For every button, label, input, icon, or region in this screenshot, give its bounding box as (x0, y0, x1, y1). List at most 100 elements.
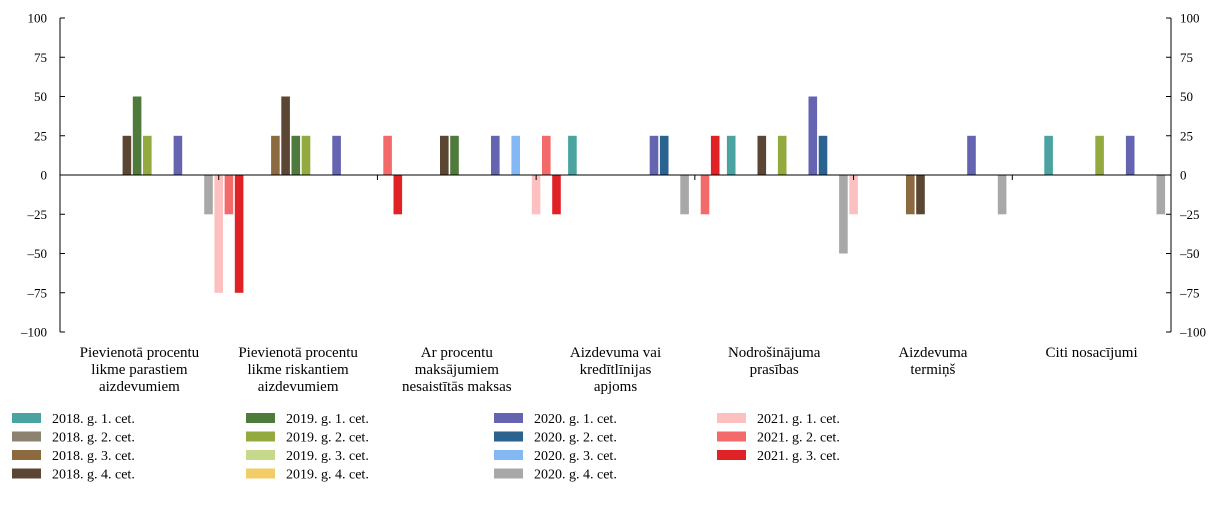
legend-swatch (717, 431, 746, 442)
legend-swatch (246, 431, 275, 442)
bar (440, 135, 449, 176)
legend-item: 2019. g. 2. cet. (246, 431, 369, 446)
legend-swatch (12, 413, 41, 423)
bar (849, 175, 858, 215)
legend-label: 2019. g. 3. cet. (286, 449, 369, 464)
bar (491, 135, 500, 176)
legend-item: 2021. g. 1. cet. (717, 412, 840, 427)
bar (291, 135, 301, 176)
bar (224, 175, 234, 215)
bar (1095, 135, 1104, 176)
y-tick-label-left: –75 (27, 285, 48, 300)
legend-label: 2020. g. 4. cet. (534, 468, 617, 483)
category-label-line: likme riskantiem (247, 362, 349, 378)
y-tick-label-left: 100 (28, 11, 48, 26)
legend-label: 2018. g. 1. cet. (52, 412, 135, 427)
bar (132, 96, 142, 175)
bar (808, 96, 818, 175)
category-label: Nodrošinājuma prasības (728, 345, 821, 378)
y-tick-label-left: –25 (27, 207, 48, 222)
y-tick-label-right: 25 (1180, 128, 1193, 143)
category-label-line: termiņš (910, 362, 955, 378)
category-label-line: aizdevumiem (99, 379, 180, 395)
legend-item: 2018. g. 1. cet. (12, 412, 135, 427)
y-tick-label-left: –50 (27, 246, 48, 261)
category-label: Pievienotā procentu likme parastiem aizdev… (80, 345, 200, 395)
y-tick-label-right: –75 (1179, 285, 1200, 300)
axes-layer (59, 17, 1172, 333)
legend-swatch (246, 450, 275, 460)
bar (997, 175, 1007, 215)
bar (511, 135, 520, 176)
bar (393, 175, 403, 215)
legend-swatch (12, 431, 41, 442)
legend-label: 2019. g. 2. cet. (286, 431, 369, 446)
bar (757, 135, 767, 176)
tick-labels-layer: 100 100 75 75 50 50 25 25 0 0 –25 –25 –50 –50 –75 –75 –1… (20, 11, 1206, 340)
legend-swatch (494, 468, 523, 479)
legend: 2018. g. 1. cet. 2018. g. 2. cet. 2018. g.… (12, 412, 840, 483)
category-label: Aizdevuma vai kredītlīnijas apjoms (570, 345, 661, 395)
legend-item: 2019. g. 4. cet. (246, 468, 369, 483)
category-label: Pievienotā procentu likme riskantiem aizde… (238, 345, 358, 395)
bar (542, 135, 551, 176)
legend-swatch (246, 413, 275, 423)
legend-label: 2018. g. 4. cet. (52, 468, 135, 483)
legend-item: 2020. g. 1. cet. (494, 412, 617, 427)
bar (726, 135, 736, 176)
legend-item: 2018. g. 3. cet. (12, 449, 135, 464)
legend-swatch (717, 413, 746, 423)
legend-item: 2019. g. 3. cet. (246, 449, 369, 464)
bar (659, 135, 669, 176)
bar (1125, 135, 1135, 176)
legend-label: 2018. g. 2. cet. (52, 431, 135, 446)
y-tick-label-left: –100 (20, 325, 47, 340)
y-tick-label-right: –50 (1179, 246, 1200, 261)
category-label: Citi nosacījumi (1046, 345, 1138, 361)
bar (967, 135, 976, 176)
legend-label: 2021. g. 1. cet. (757, 412, 840, 427)
bar (271, 135, 280, 176)
legend-swatch (717, 450, 746, 460)
legend-label: 2020. g. 3. cet. (534, 449, 617, 464)
legend-item: 2020. g. 4. cet. (494, 468, 617, 483)
bars-layer (122, 96, 1166, 293)
legend-swatch (12, 468, 41, 479)
category-label-line: Aizdevuma vai (570, 345, 661, 361)
bar (680, 175, 689, 215)
legend-item: 2020. g. 3. cet. (494, 449, 617, 464)
bar (281, 96, 290, 175)
category-labels-layer: Pievienotā procentu likme parastiem aizdev… (80, 345, 1138, 395)
legend-item: 2021. g. 2. cet. (717, 431, 840, 446)
legend-label: 2018. g. 3. cet. (52, 449, 135, 464)
bar (332, 135, 341, 176)
category-label-line: Pievienotā procentu (80, 345, 200, 361)
bar (916, 175, 925, 215)
bar (568, 135, 577, 176)
category-label-line: Aizdevuma (898, 345, 967, 361)
legend-swatch (246, 468, 275, 479)
legend-item: 2021. g. 3. cet. (717, 449, 840, 464)
bar (552, 175, 561, 215)
y-tick-label-right: 50 (1180, 89, 1193, 104)
legend-swatch (494, 450, 523, 460)
bar (122, 135, 132, 176)
category-label-line: Citi nosacījumi (1046, 345, 1138, 361)
category-label-line: maksājumiem (415, 362, 499, 378)
bar (301, 135, 311, 176)
bar (1156, 175, 1166, 215)
category-label-line: prasības (750, 362, 799, 378)
y-tick-label-right: 0 (1180, 168, 1187, 183)
legend-label: 2021. g. 3. cet. (757, 449, 840, 464)
y-tick-label-right: 100 (1180, 11, 1200, 26)
y-tick-label-right: –25 (1179, 207, 1200, 222)
legend-label: 2019. g. 4. cet. (286, 468, 369, 483)
bar (234, 175, 244, 293)
legend-label: 2020. g. 2. cet. (534, 431, 617, 446)
category-label-line: Ar procentu (421, 345, 494, 361)
bar (906, 175, 915, 215)
legend-item: 2020. g. 2. cet. (494, 431, 617, 446)
category-label-line: likme parastiem (91, 362, 188, 378)
legend-label: 2019. g. 1. cet. (286, 412, 369, 427)
